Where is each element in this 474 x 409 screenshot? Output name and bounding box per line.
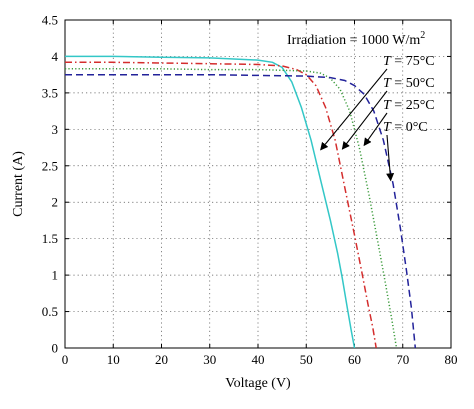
series-label-0: T = 75°C bbox=[383, 54, 435, 69]
annotations: T = 75°CT = 50°CT = 25°CT = 0°C bbox=[320, 54, 435, 182]
axis-ticks: 0 10 20 30 40 50 60 70 80 0 0.5 1 1.5 2 2.5 3 3.5 4 4.5 bbox=[42, 13, 458, 368]
y-tick-label: 1.5 bbox=[42, 231, 58, 246]
y-tick-label: 3 bbox=[52, 122, 59, 137]
series-line-3 bbox=[65, 73, 417, 349]
series-arrow-2 bbox=[363, 112, 388, 147]
y-tick-label: 3.5 bbox=[42, 85, 58, 100]
series-label-value: = 50°C bbox=[391, 76, 435, 91]
x-tick-label: 0 bbox=[62, 352, 69, 367]
x-tick-label: 60 bbox=[348, 352, 361, 367]
series-label-var: T bbox=[383, 76, 392, 91]
series-line-1 bbox=[65, 61, 377, 349]
series-arrow-3 bbox=[386, 134, 395, 182]
y-tick-label: 4 bbox=[52, 49, 59, 64]
y-tick-label: 1 bbox=[52, 268, 59, 283]
series-arrow-0 bbox=[320, 68, 388, 151]
y-tick-label: 0 bbox=[52, 341, 59, 356]
irradiation-text: Irradiation = 1000 W/m bbox=[287, 33, 420, 48]
x-tick-label: 10 bbox=[107, 352, 120, 367]
series-label-value: = 0°C bbox=[391, 120, 428, 135]
series-label-value: = 25°C bbox=[391, 98, 435, 113]
irradiation-label: Irradiation = 1000 W/m2 bbox=[287, 30, 425, 48]
x-tick-label: 70 bbox=[396, 352, 409, 367]
x-tick-label: 30 bbox=[203, 352, 216, 367]
series-layer bbox=[65, 55, 417, 349]
series-label-1: T = 50°C bbox=[383, 76, 435, 91]
irradiation-superscript: 2 bbox=[420, 30, 425, 41]
series-label-var: T bbox=[383, 98, 392, 113]
x-tick-label: 20 bbox=[155, 352, 168, 367]
y-tick-label: 4.5 bbox=[42, 13, 58, 28]
y-axis-label: Current (A) bbox=[11, 151, 26, 217]
series-label-2: T = 25°C bbox=[383, 98, 435, 113]
y-tick-label: 0.5 bbox=[42, 304, 58, 319]
x-tick-label: 40 bbox=[252, 352, 265, 367]
x-axis-label: Voltage (V) bbox=[225, 376, 291, 391]
series-label-value: = 75°C bbox=[391, 54, 435, 69]
series-arrow-1 bbox=[341, 90, 388, 150]
series-label-var: T bbox=[383, 54, 392, 69]
series-label-var: T bbox=[383, 120, 392, 135]
x-tick-label: 80 bbox=[445, 352, 458, 367]
x-tick-label: 50 bbox=[300, 352, 313, 367]
y-tick-label: 2 bbox=[52, 195, 59, 210]
series-label-3: T = 0°C bbox=[383, 120, 428, 135]
y-tick-label: 2.5 bbox=[42, 158, 58, 173]
series-line-0 bbox=[65, 55, 356, 349]
